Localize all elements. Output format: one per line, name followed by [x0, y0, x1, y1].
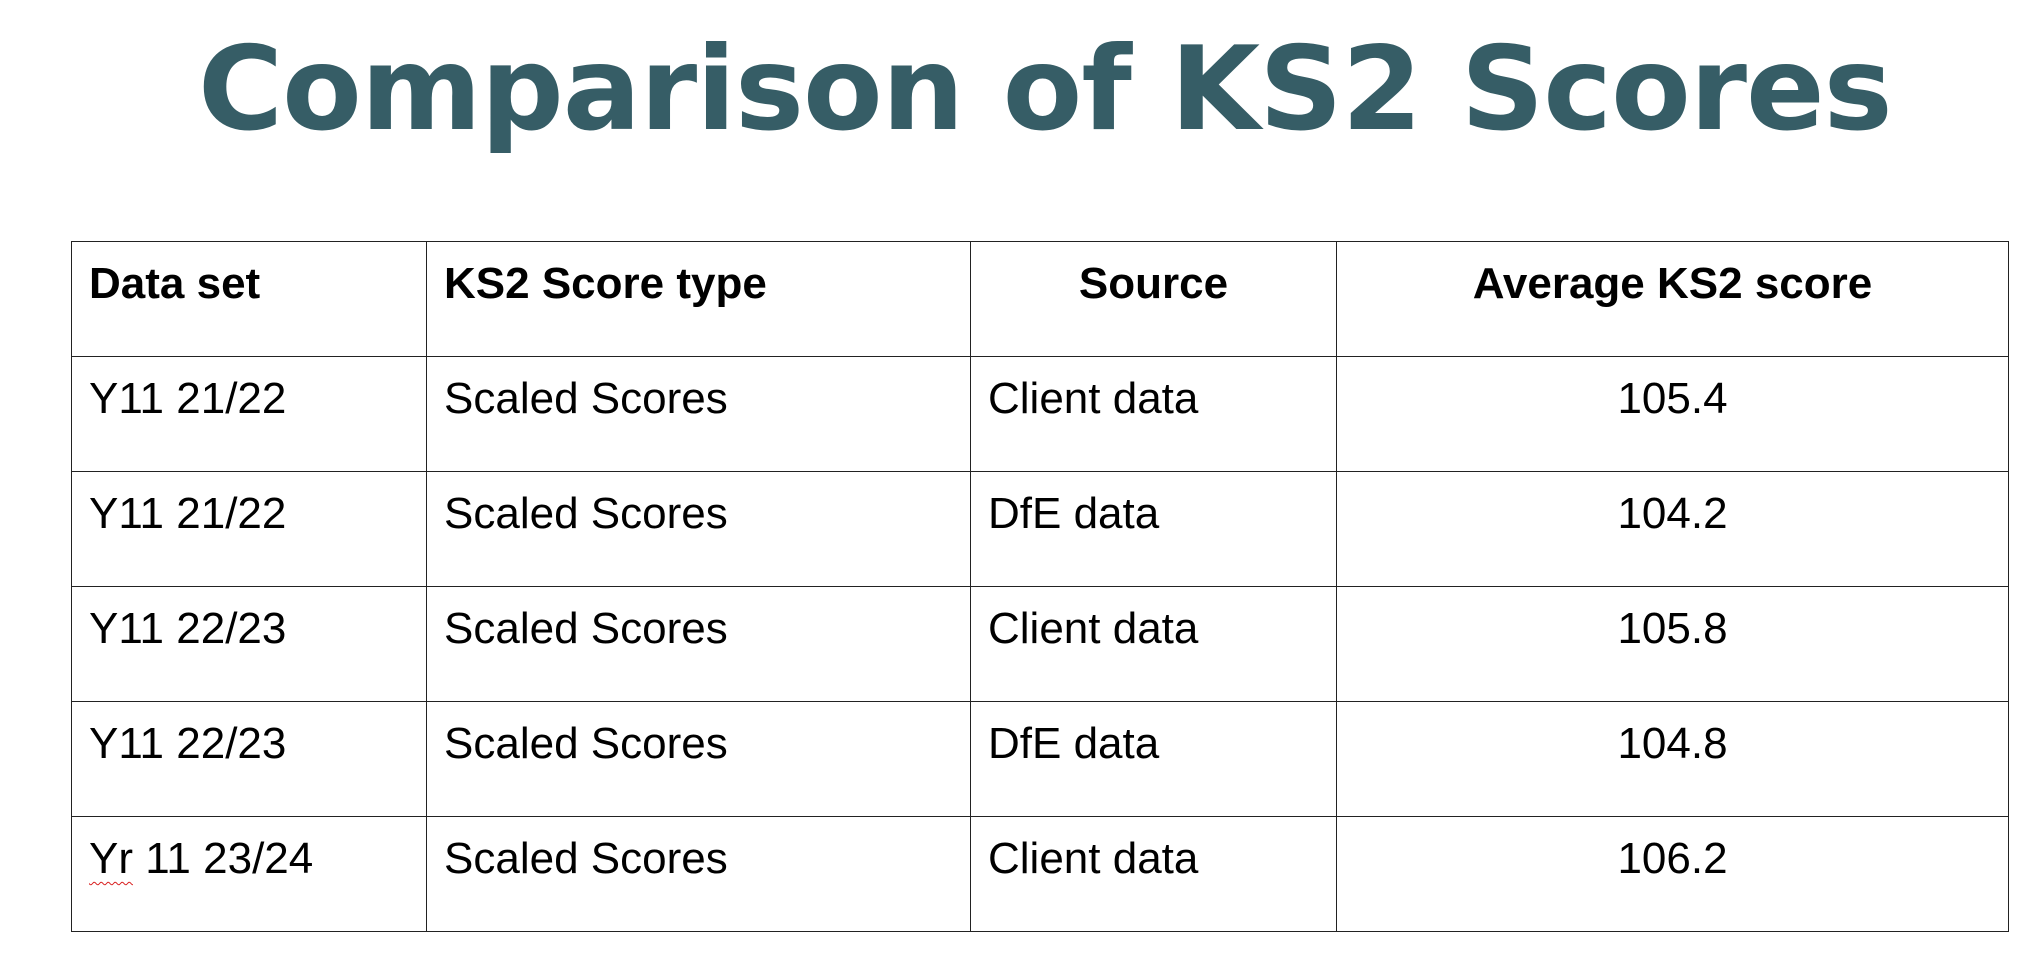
cell-score-type: Scaled Scores	[426, 586, 971, 702]
cell-data-set-text: 11 23/24	[133, 834, 314, 883]
page-title: Comparison of KS2 Scores	[198, 22, 1893, 157]
scores-table: Data set KS2 Score type Source Average K…	[71, 241, 2009, 932]
table-row: Y11 21/22 Scaled Scores DfE data 104.2	[71, 471, 2009, 587]
cell-source: Client data	[970, 586, 1337, 702]
table-row: Y11 22/23 Scaled Scores Client data 105.…	[71, 586, 2009, 702]
cell-source: Client data	[970, 816, 1337, 932]
spellcheck-flagged-word[interactable]: Yr	[89, 834, 133, 883]
table-row: Yr 11 23/24 Scaled Scores Client data 10…	[71, 816, 2009, 932]
cell-data-set: Y11 21/22	[71, 471, 427, 587]
header-data-set: Data set	[71, 241, 427, 357]
cell-average: 104.8	[1336, 701, 2009, 817]
cell-source: DfE data	[970, 701, 1337, 817]
cell-average: 105.8	[1336, 586, 2009, 702]
cell-average: 105.4	[1336, 356, 2009, 472]
cell-score-type: Scaled Scores	[426, 701, 971, 817]
cell-source: Client data	[970, 356, 1337, 472]
table-header-row: Data set KS2 Score type Source Average K…	[71, 241, 2009, 357]
cell-score-type: Scaled Scores	[426, 471, 971, 587]
header-average: Average KS2 score	[1336, 241, 2009, 357]
cell-source: DfE data	[970, 471, 1337, 587]
header-score-type: KS2 Score type	[426, 241, 971, 357]
cell-data-set: Y11 22/23	[71, 586, 427, 702]
cell-average: 106.2	[1336, 816, 2009, 932]
table-row: Y11 22/23 Scaled Scores DfE data 104.8	[71, 701, 2009, 817]
cell-data-set: Yr 11 23/24	[71, 816, 427, 932]
cell-score-type: Scaled Scores	[426, 356, 971, 472]
cell-data-set: Y11 22/23	[71, 701, 427, 817]
cell-score-type: Scaled Scores	[426, 816, 971, 932]
header-source: Source	[970, 241, 1337, 357]
cell-data-set: Y11 21/22	[71, 356, 427, 472]
cell-average: 104.2	[1336, 471, 2009, 587]
table-row: Y11 21/22 Scaled Scores Client data 105.…	[71, 356, 2009, 472]
